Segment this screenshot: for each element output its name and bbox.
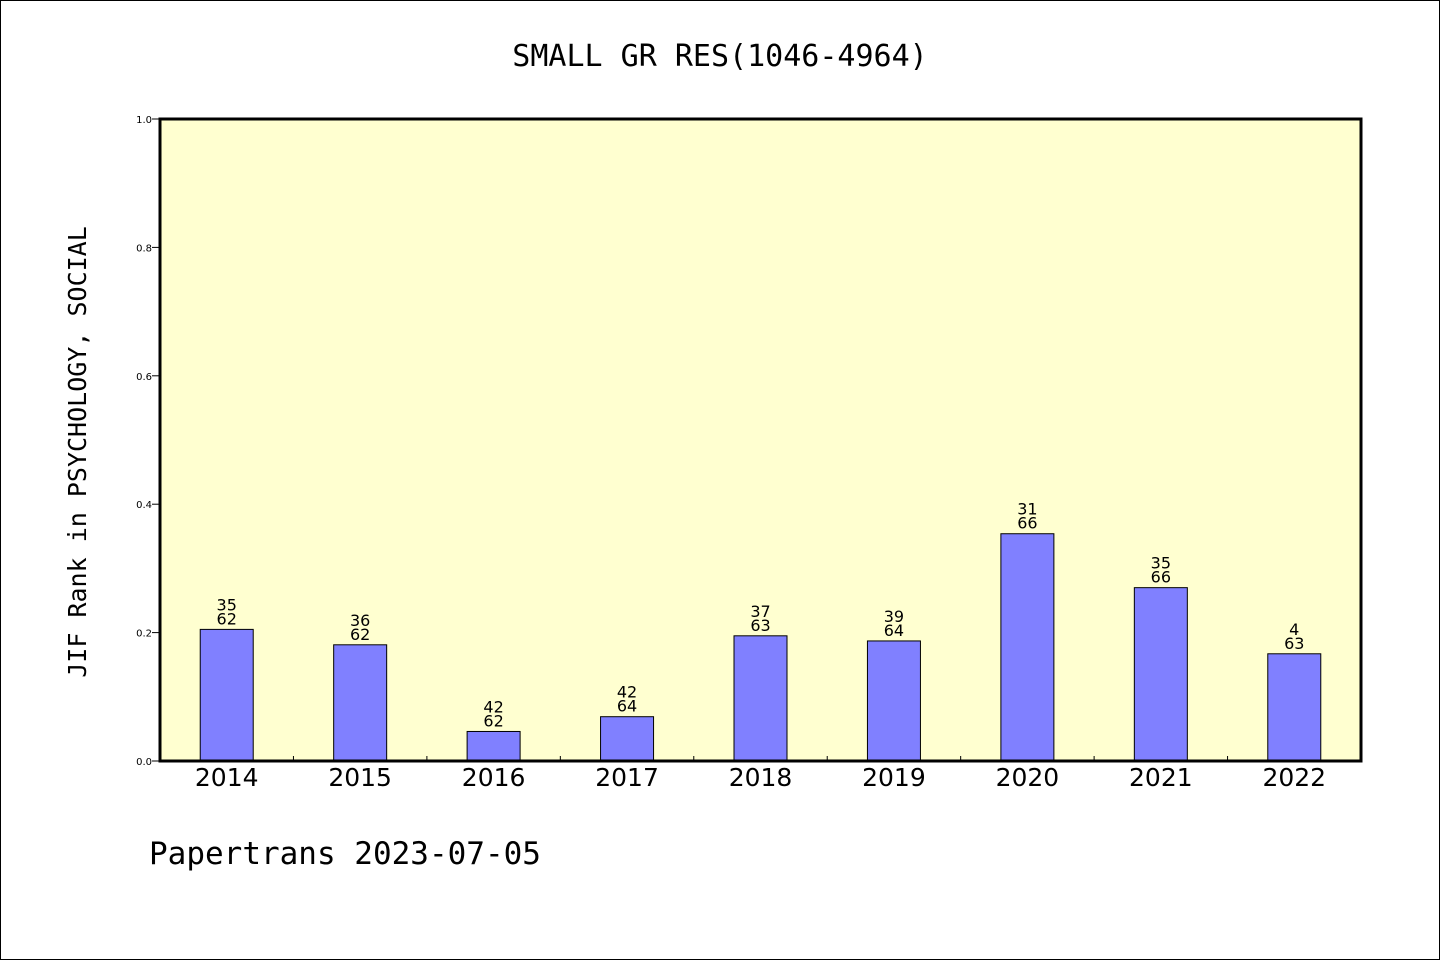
bar-2020 bbox=[1000, 533, 1055, 762]
bar-label-bottom: 64 bbox=[617, 697, 637, 716]
bar-label-bottom: 63 bbox=[1284, 634, 1304, 653]
y-tick-label: 0.0 bbox=[136, 757, 152, 768]
bar-2014 bbox=[199, 628, 254, 762]
x-tick-label: 2014 bbox=[195, 763, 259, 792]
x-axis: 2014 2015 2016 2017 2018 2019 2020 2021 2022 bbox=[195, 756, 1326, 792]
x-tick-label: 2018 bbox=[729, 763, 793, 792]
bar-label-top: 31 bbox=[1017, 500, 1037, 519]
bar-label-top: 42 bbox=[483, 697, 503, 716]
bar-label-bottom: 66 bbox=[1017, 514, 1037, 533]
x-tick-label: 2015 bbox=[328, 763, 392, 792]
chart-title: SMALL GR RES(1046-4964) bbox=[512, 39, 927, 74]
bar-2015 bbox=[333, 644, 388, 762]
y-tick-label: 1.0 bbox=[136, 115, 152, 126]
bar-label-bottom: 63 bbox=[750, 616, 770, 635]
bar-label-top: 37 bbox=[750, 602, 770, 621]
y-tick-label: 0.6 bbox=[136, 372, 152, 383]
bar-2022 bbox=[1267, 653, 1322, 762]
x-tick-label: 2020 bbox=[996, 763, 1060, 792]
bar-label-bottom: 62 bbox=[483, 711, 503, 730]
y-axis-label: JIF Rank in PSYCHOLOGY, SOCIAL bbox=[63, 226, 92, 678]
y-tick-label: 0.2 bbox=[136, 629, 152, 640]
bar-label-bottom: 62 bbox=[217, 609, 237, 628]
bar-label-top: 35 bbox=[217, 595, 237, 614]
bar-label-top: 4 bbox=[1289, 620, 1299, 639]
bar-label-top: 42 bbox=[617, 683, 637, 702]
y-tick-label: 0.8 bbox=[136, 243, 152, 254]
bar-label-top: 35 bbox=[1151, 554, 1171, 573]
x-tick-label: 2021 bbox=[1129, 763, 1193, 792]
bar-label-bottom: 62 bbox=[350, 625, 370, 644]
x-tick-label: 2016 bbox=[462, 763, 526, 792]
x-tick-label: 2019 bbox=[862, 763, 926, 792]
bar-label-bottom: 64 bbox=[884, 621, 904, 640]
bar-2016 bbox=[466, 730, 521, 762]
bar-2018 bbox=[733, 635, 788, 762]
bar-2019 bbox=[866, 640, 921, 762]
footer-watermark: Papertrans 2023-07-05 bbox=[149, 836, 541, 872]
bar-label-bottom: 66 bbox=[1151, 568, 1171, 587]
bar-label-top: 39 bbox=[884, 607, 904, 626]
bar-2021 bbox=[1133, 587, 1188, 762]
y-axis: 0.0 0.2 0.4 0.6 0.8 1.0 bbox=[136, 115, 159, 768]
bar-label-top: 36 bbox=[350, 611, 370, 630]
x-tick-label: 2022 bbox=[1262, 763, 1326, 792]
y-tick-label: 0.4 bbox=[136, 500, 152, 511]
x-tick-label: 2017 bbox=[595, 763, 659, 792]
plot-border bbox=[158, 117, 1363, 763]
bar-2017 bbox=[600, 716, 655, 762]
